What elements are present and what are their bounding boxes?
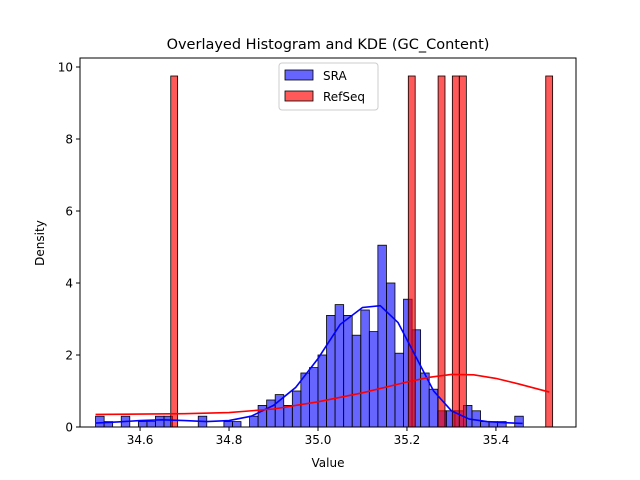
sra-bar xyxy=(146,421,156,428)
sra-bar xyxy=(155,415,165,428)
plot-area xyxy=(79,57,577,428)
y-tick-label: 8 xyxy=(65,133,73,147)
y-axis-ticks: 0 2 4 6 8 10 xyxy=(58,61,80,435)
x-tick-label: 35.0 xyxy=(305,433,332,447)
x-tick-label: 35.2 xyxy=(394,433,421,447)
y-axis-label: Density xyxy=(33,220,47,266)
sra-bar xyxy=(300,372,310,428)
y-tick-label: 6 xyxy=(65,205,73,219)
sra-bar xyxy=(232,421,242,428)
y-tick-label: 4 xyxy=(65,277,73,291)
y-tick-label: 10 xyxy=(58,61,73,75)
refseq-bar xyxy=(407,75,416,428)
sra-bar xyxy=(223,421,233,428)
y-tick-label: 0 xyxy=(65,421,73,435)
sra-bar xyxy=(95,415,105,428)
sra-bar xyxy=(317,354,327,428)
sra-bar xyxy=(343,314,353,428)
sra-bar xyxy=(368,331,379,428)
sra-bar xyxy=(274,394,285,428)
x-axis-label: Value xyxy=(312,456,345,470)
legend: SRA RefSeq xyxy=(278,62,379,111)
sra-bar xyxy=(351,334,362,428)
legend-swatch-sra xyxy=(284,69,314,81)
x-axis-ticks: 34.6 34.8 35.0 35.2 35.4 xyxy=(127,427,510,447)
sra-bar xyxy=(326,314,336,428)
sra-bar xyxy=(291,390,302,428)
sra-bar xyxy=(514,415,524,428)
x-tick-label: 34.8 xyxy=(216,433,243,447)
sra-bar xyxy=(309,367,319,428)
legend-label-sra: SRA xyxy=(323,69,347,83)
plot-frame xyxy=(79,57,577,428)
sra-bar xyxy=(386,282,396,428)
sra-bar xyxy=(249,415,259,428)
sra-bar xyxy=(377,244,387,428)
refseq-bar xyxy=(437,75,446,428)
legend-label-refseq: RefSeq xyxy=(323,90,365,104)
x-tick-label: 35.4 xyxy=(483,433,510,447)
legend-swatch-refseq xyxy=(284,90,314,102)
refseq-kde-line xyxy=(95,373,550,416)
x-tick-label: 34.6 xyxy=(127,433,154,447)
sra-bars xyxy=(95,244,524,428)
chart-title: Overlayed Histogram and KDE (GC_Content) xyxy=(167,37,490,53)
sra-bar xyxy=(394,352,404,428)
sra-bar xyxy=(360,309,370,428)
refseq-bar xyxy=(545,75,554,428)
sra-kde-line xyxy=(95,304,523,425)
sra-bar xyxy=(137,421,148,428)
sra-bar xyxy=(283,404,293,428)
y-tick-label: 2 xyxy=(65,349,73,363)
refseq-bar xyxy=(170,75,179,428)
